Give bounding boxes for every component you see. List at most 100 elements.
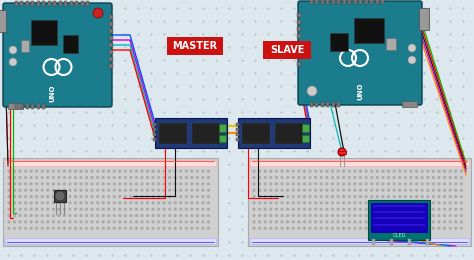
Circle shape [174, 202, 176, 204]
Circle shape [393, 177, 395, 178]
Circle shape [185, 208, 187, 210]
Bar [327, 102, 329, 107]
FancyBboxPatch shape [298, 1, 422, 105]
Circle shape [69, 170, 71, 172]
Circle shape [208, 196, 210, 197]
Circle shape [208, 189, 210, 191]
Circle shape [332, 177, 333, 178]
Bar [419, 8, 429, 30]
Circle shape [108, 183, 109, 185]
Circle shape [259, 215, 261, 217]
Circle shape [119, 183, 121, 185]
Circle shape [208, 208, 210, 210]
Circle shape [371, 170, 373, 172]
Circle shape [382, 189, 384, 191]
Bar [354, 18, 384, 43]
Circle shape [19, 227, 21, 229]
Bar [109, 36, 113, 40]
Circle shape [146, 196, 148, 197]
Circle shape [197, 202, 198, 204]
Circle shape [461, 183, 462, 185]
Circle shape [158, 227, 159, 229]
Circle shape [388, 215, 390, 217]
Bar [3, 158, 218, 246]
Circle shape [41, 221, 43, 223]
Circle shape [58, 208, 60, 210]
Circle shape [427, 177, 428, 178]
Circle shape [292, 170, 294, 172]
Circle shape [320, 215, 322, 217]
Circle shape [270, 177, 272, 178]
Circle shape [253, 189, 255, 191]
Circle shape [74, 170, 76, 172]
Circle shape [438, 170, 440, 172]
Circle shape [371, 208, 373, 210]
Circle shape [208, 221, 210, 223]
Circle shape [444, 189, 446, 191]
Circle shape [376, 183, 378, 185]
Bar [37, 104, 40, 109]
Text: UNO: UNO [49, 84, 55, 102]
Bar [376, 0, 379, 4]
Circle shape [320, 208, 322, 210]
Circle shape [444, 208, 446, 210]
Circle shape [259, 202, 261, 204]
Circle shape [19, 196, 21, 197]
Circle shape [337, 227, 339, 229]
Circle shape [152, 208, 154, 210]
Circle shape [365, 208, 367, 210]
Circle shape [343, 183, 345, 185]
Circle shape [399, 189, 401, 191]
Circle shape [303, 177, 305, 178]
Circle shape [97, 177, 99, 178]
Circle shape [119, 196, 121, 197]
Circle shape [102, 227, 104, 229]
Circle shape [348, 189, 350, 191]
Circle shape [348, 208, 350, 210]
Circle shape [416, 189, 418, 191]
Circle shape [348, 196, 350, 197]
Circle shape [86, 202, 88, 204]
Circle shape [125, 202, 126, 204]
Circle shape [410, 189, 412, 191]
Bar [0, 10, 6, 32]
Circle shape [69, 177, 71, 178]
Circle shape [326, 189, 328, 191]
Circle shape [113, 189, 115, 191]
Circle shape [146, 202, 148, 204]
Circle shape [130, 208, 132, 210]
Circle shape [264, 221, 266, 223]
Circle shape [348, 221, 350, 223]
Circle shape [404, 221, 406, 223]
Circle shape [354, 183, 356, 185]
Circle shape [80, 208, 82, 210]
Circle shape [404, 215, 406, 217]
Circle shape [36, 215, 37, 217]
Circle shape [287, 202, 289, 204]
Circle shape [388, 177, 390, 178]
Bar [348, 0, 352, 4]
Circle shape [320, 221, 322, 223]
Circle shape [326, 227, 328, 229]
Circle shape [141, 183, 143, 185]
Bar [337, 102, 340, 107]
Circle shape [30, 208, 32, 210]
Circle shape [309, 215, 311, 217]
Circle shape [360, 170, 361, 172]
Circle shape [119, 215, 121, 217]
Circle shape [41, 215, 43, 217]
Circle shape [410, 227, 412, 229]
Bar [382, 0, 384, 4]
Circle shape [421, 170, 423, 172]
Circle shape [125, 177, 126, 178]
Circle shape [58, 189, 60, 191]
Circle shape [136, 208, 137, 210]
Circle shape [382, 221, 384, 223]
Circle shape [332, 202, 333, 204]
Circle shape [303, 170, 305, 172]
Circle shape [19, 189, 21, 191]
Bar [5, 160, 216, 166]
Circle shape [197, 227, 198, 229]
Circle shape [146, 177, 148, 178]
Circle shape [69, 196, 71, 197]
